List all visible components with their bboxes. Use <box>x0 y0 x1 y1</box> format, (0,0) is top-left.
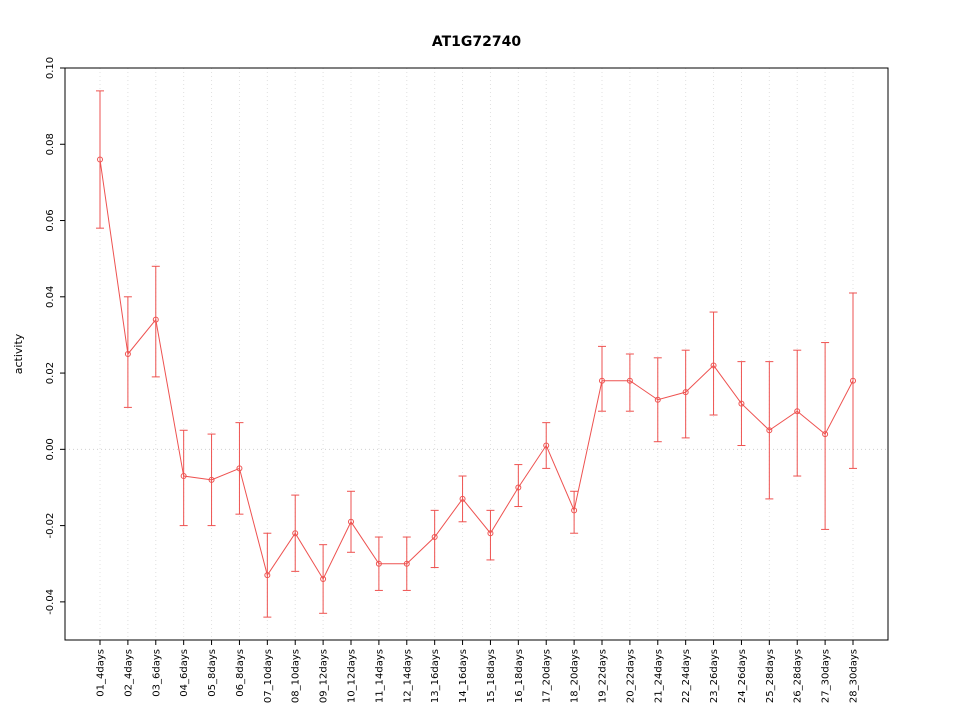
x-tick-label: 04_6days <box>179 649 190 697</box>
data-point <box>292 530 299 537</box>
x-tick-label: 15_18days <box>486 649 497 703</box>
data-point <box>571 507 578 514</box>
x-tick-label: 22_24days <box>681 649 692 703</box>
data-point <box>822 431 829 438</box>
data-point <box>431 534 438 541</box>
data-point <box>459 495 466 502</box>
y-tick-label: 0.02 <box>45 362 56 384</box>
x-tick-label: 02_4days <box>123 649 134 697</box>
data-point <box>236 465 243 472</box>
data-point <box>599 377 605 384</box>
x-tick-label: 28_30days <box>849 649 860 703</box>
x-tick-label: 26_28days <box>793 649 804 703</box>
x-tick-label: 24_26days <box>737 649 748 703</box>
x-tick-label: 08_10days <box>291 649 302 703</box>
x-tick-label: 19_22days <box>598 649 609 703</box>
data-point <box>487 530 494 537</box>
x-tick-label: 27_30days <box>821 649 832 703</box>
x-tick-label: 18_20days <box>570 649 581 703</box>
y-tick-label: -0.04 <box>45 589 56 615</box>
y-axis-label: activity <box>12 333 25 374</box>
data-point <box>320 575 327 582</box>
data-point <box>738 400 745 407</box>
data-point <box>766 427 773 434</box>
data-point <box>208 476 215 483</box>
data-point <box>180 473 187 480</box>
data-point <box>682 389 689 396</box>
data-point <box>348 518 354 525</box>
x-tick-label: 12_14days <box>402 649 413 703</box>
data-point <box>152 316 159 323</box>
data-point <box>264 572 271 579</box>
y-tick-label: 0.08 <box>45 133 56 155</box>
data-point <box>543 442 550 449</box>
data-point <box>850 377 856 384</box>
x-tick-label: 20_22days <box>625 649 636 703</box>
y-tick-label: 0.04 <box>45 286 56 308</box>
x-tick-label: 01_4days <box>96 649 107 697</box>
data-point <box>375 560 382 567</box>
data-point <box>124 351 131 357</box>
x-tick-label: 14_16days <box>458 649 469 703</box>
data-point <box>626 377 633 384</box>
data-point <box>97 156 103 163</box>
x-tick-label: 25_28days <box>765 649 776 703</box>
chart-title: AT1G72740 <box>432 34 521 50</box>
x-tick-label: 05_8days <box>207 649 218 697</box>
y-tick-label: -0.02 <box>45 513 56 539</box>
y-tick-label: 0.06 <box>45 209 56 231</box>
x-tick-label: 11_14days <box>374 649 385 703</box>
x-tick-label: 10_12days <box>347 649 358 703</box>
data-point <box>794 408 801 415</box>
series-line <box>99 159 854 581</box>
x-tick-label: 16_18days <box>514 649 525 703</box>
plot-border <box>64 67 889 641</box>
data-point <box>515 484 522 491</box>
x-tick-label: 23_26days <box>709 649 720 703</box>
data-point <box>710 362 717 369</box>
x-tick-label: 03_6days <box>151 649 162 697</box>
y-tick-label: 0.10 <box>45 57 56 79</box>
data-point <box>654 396 661 403</box>
data-point <box>403 560 410 567</box>
x-tick-label: 06_8days <box>235 649 246 697</box>
x-tick-label: 17_20days <box>542 649 553 703</box>
x-tick-label: 09_12days <box>319 649 330 703</box>
x-tick-label: 13_16days <box>430 649 441 703</box>
x-tick-label: 07_10days <box>263 649 274 703</box>
x-tick-label: 21_24days <box>653 649 664 703</box>
y-tick-label: 0.00 <box>45 438 56 460</box>
